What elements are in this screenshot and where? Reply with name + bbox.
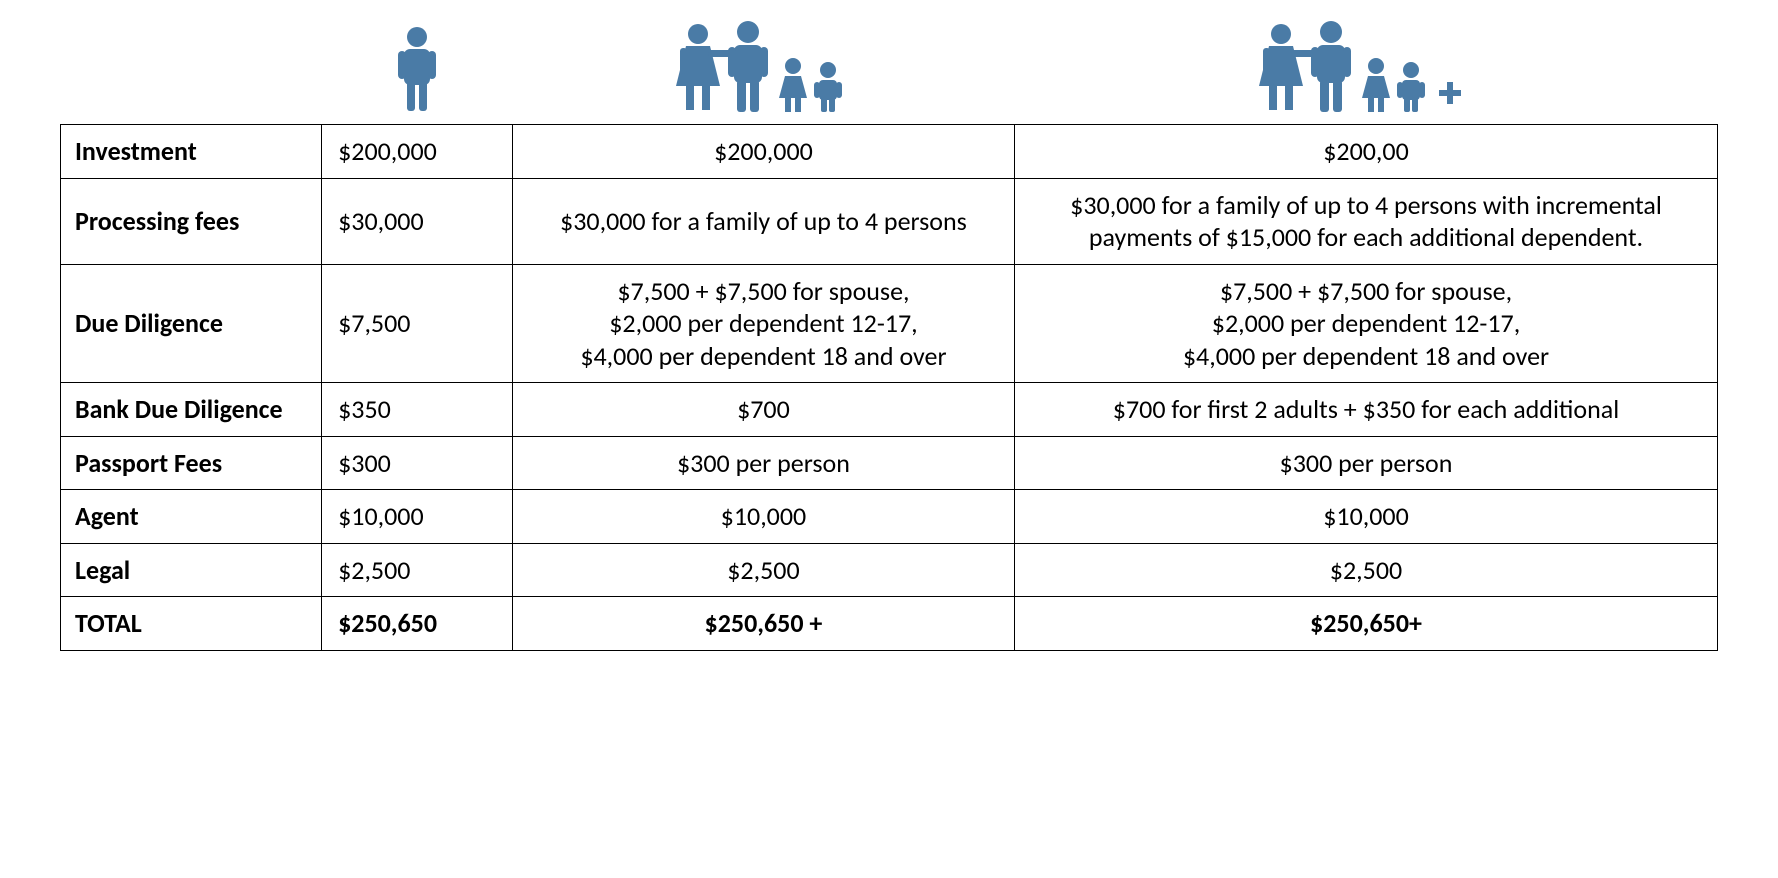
header-family-plus [1015,20,1718,125]
cell-single: $200,000 [322,125,513,179]
cell-single: $10,000 [322,490,513,544]
row-label: Processing fees [61,178,322,264]
table-row: Bank Due Diligence $350 $700 $700 for fi… [61,383,1718,437]
table-row: Due Diligence $7,500 $7,500 + $7,500 for… [61,264,1718,383]
cell-family-plus: $10,000 [1015,490,1718,544]
cell-family-plus: $2,500 [1015,543,1718,597]
cell-family: $700 [512,383,1014,437]
row-label: Legal [61,543,322,597]
total-row: TOTAL $250,650 $250,650 + $250,650+ [61,597,1718,651]
row-label: Bank Due Diligence [61,383,322,437]
table-row: Passport Fees $300 $300 per person $300 … [61,436,1718,490]
header-family [512,20,1014,125]
table-row: Investment $200,000 $200,000 $200,00 [61,125,1718,179]
cell-family: $250,650 + [512,597,1014,651]
fee-table-body: Investment $200,000 $200,000 $200,00 Pro… [61,125,1718,651]
table-row: Legal $2,500 $2,500 $2,500 [61,543,1718,597]
single-person-icon [392,25,442,115]
fee-table-page: Investment $200,000 $200,000 $200,00 Pro… [0,0,1778,878]
cell-family-plus: $7,500 + $7,500 for spouse, $2,000 per d… [1015,264,1718,383]
fee-table: Investment $200,000 $200,000 $200,00 Pro… [60,20,1718,651]
row-label: Agent [61,490,322,544]
cell-single: $30,000 [322,178,513,264]
family-icon [658,20,868,115]
cell-family-plus: $300 per person [1015,436,1718,490]
icon-header-row [61,20,1718,125]
row-label: TOTAL [61,597,322,651]
cell-family: $2,500 [512,543,1014,597]
header-single [322,20,513,125]
cell-single: $350 [322,383,513,437]
cell-family-plus: $200,00 [1015,125,1718,179]
cell-family-plus: $250,650+ [1015,597,1718,651]
table-row: Processing fees $30,000 $30,000 for a fa… [61,178,1718,264]
cell-family-plus: $700 for first 2 adults + $350 for each … [1015,383,1718,437]
cell-single: $250,650 [322,597,513,651]
cell-family: $300 per person [512,436,1014,490]
cell-family-plus: $30,000 for a family of up to 4 persons … [1015,178,1718,264]
cell-family: $7,500 + $7,500 for spouse, $2,000 per d… [512,264,1014,383]
family-plus-icon [1241,20,1491,115]
row-label: Passport Fees [61,436,322,490]
cell-single: $300 [322,436,513,490]
cell-single: $7,500 [322,264,513,383]
row-label: Due Diligence [61,264,322,383]
cell-family: $200,000 [512,125,1014,179]
cell-family: $10,000 [512,490,1014,544]
row-label: Investment [61,125,322,179]
table-row: Agent $10,000 $10,000 $10,000 [61,490,1718,544]
header-blank [61,20,322,125]
cell-single: $2,500 [322,543,513,597]
cell-family: $30,000 for a family of up to 4 persons [512,178,1014,264]
